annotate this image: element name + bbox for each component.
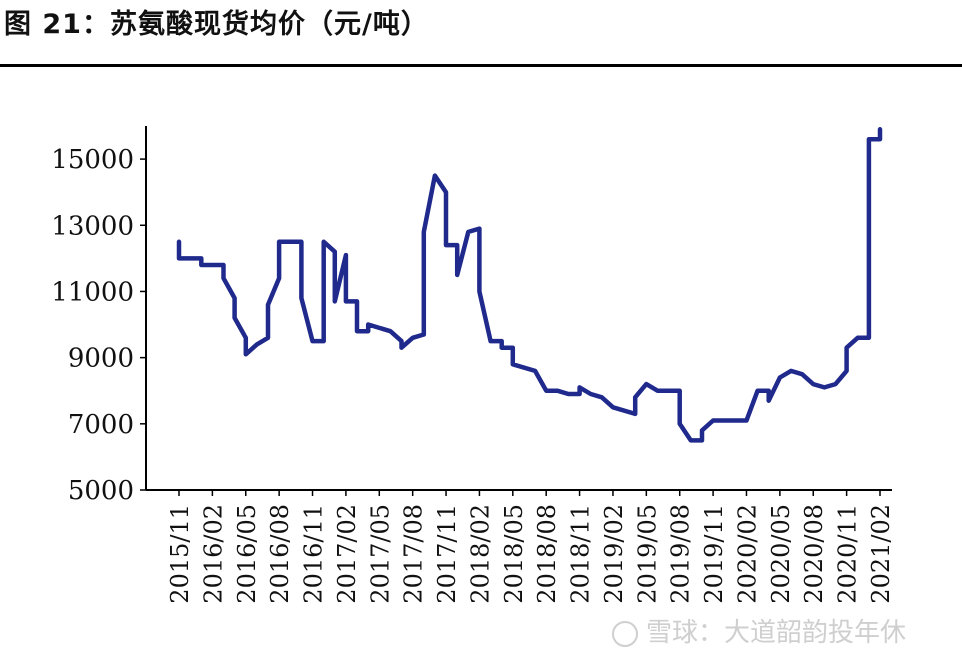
x-tick-label: 2018/08 (533, 504, 561, 604)
y-tick-label: 15000 (51, 145, 134, 175)
y-tick-label: 13000 (51, 211, 134, 241)
y-tick-label: 9000 (68, 344, 134, 374)
watermark-text: 雪球：大道韶韵投年休 (646, 618, 907, 648)
x-tick-label: 2015/11 (166, 504, 194, 604)
price-series-line (176, 127, 883, 443)
x-tick-label: 2020/05 (767, 504, 795, 604)
x-tick-label: 2016/05 (233, 504, 261, 604)
x-tick-label: 2017/02 (333, 504, 361, 604)
x-tick-label: 2020/02 (733, 504, 761, 604)
x-tick-label: 2017/08 (400, 504, 428, 604)
x-tick-label: 2020/08 (800, 504, 828, 604)
x-tick-label: 2018/11 (567, 504, 595, 604)
chart-title: 图 21：苏氨酸现货均价（元/吨） (4, 9, 429, 40)
y-tick-label: 7000 (68, 410, 134, 440)
x-tick-label: 2016/08 (266, 504, 294, 604)
x-tick-label: 2021/02 (867, 504, 895, 604)
watermark: 雪球：大道韶韵投年休 (612, 612, 906, 649)
x-tick-label: 2018/05 (500, 504, 528, 604)
x-tick-label: 2017/05 (366, 504, 394, 604)
y-tick-label: 5000 (68, 476, 134, 506)
snowball-logo-icon (612, 620, 638, 647)
title-divider (0, 64, 962, 67)
x-tick-label: 2016/02 (199, 504, 227, 604)
y-tick-label: 11000 (51, 277, 134, 307)
x-tick-label: 2017/11 (433, 504, 461, 604)
x-tick-label: 2019/08 (667, 504, 695, 604)
x-tick-label: 2019/05 (633, 504, 661, 604)
x-tick-label: 2019/02 (600, 504, 628, 604)
x-tick-label: 2019/11 (700, 504, 728, 604)
x-tick-label: 2018/02 (466, 504, 494, 604)
x-tick-label: 2020/11 (834, 504, 862, 604)
x-tick-label: 2016/11 (300, 504, 328, 604)
